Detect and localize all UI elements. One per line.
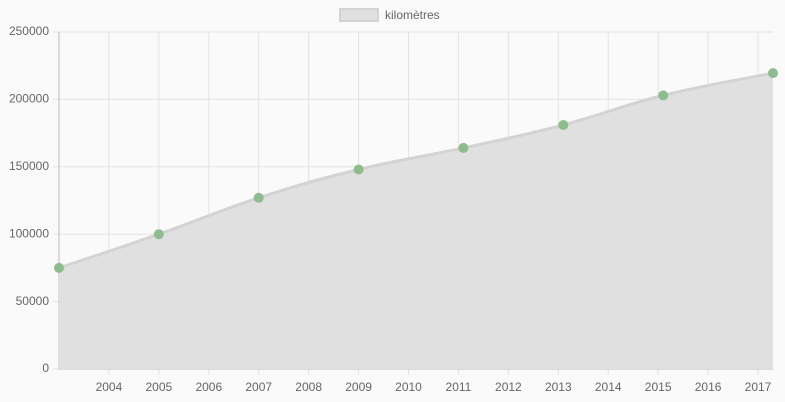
- data-point: [353, 164, 364, 175]
- x-tick-label: 2006: [195, 380, 222, 394]
- data-point: [458, 142, 469, 153]
- x-tick-label: 2008: [295, 380, 322, 394]
- x-tick-label: 2009: [345, 380, 372, 394]
- y-tick-label: 250000: [9, 24, 49, 38]
- legend-swatch: [339, 8, 379, 22]
- data-point: [558, 120, 569, 131]
- y-tick-label: 150000: [9, 159, 49, 173]
- x-tick-label: 2017: [745, 380, 772, 394]
- series-line: [58, 71, 774, 270]
- x-tick-label: 2015: [645, 380, 672, 394]
- data-point: [153, 229, 164, 240]
- data-point: [253, 192, 264, 203]
- x-tick-label: 2014: [595, 380, 622, 394]
- x-tick-label: 2016: [695, 380, 722, 394]
- x-tick-label: 2004: [96, 380, 123, 394]
- x-tick-label: 2007: [245, 380, 272, 394]
- y-tick-label: 50000: [16, 294, 50, 308]
- area-fill: [59, 73, 773, 369]
- y-tick-label: 200000: [9, 92, 49, 106]
- x-tick-label: 2011: [446, 380, 472, 394]
- data-point: [54, 262, 64, 273]
- y-tick-label: 0: [42, 361, 49, 375]
- x-tick-label: 2005: [146, 380, 173, 394]
- data-point: [768, 68, 778, 79]
- x-tick-label: 2010: [395, 380, 422, 394]
- legend-label: kilomètres: [385, 8, 440, 22]
- x-tick-label: 2012: [495, 380, 522, 394]
- y-tick-label: 100000: [9, 226, 49, 240]
- data-point: [658, 90, 669, 101]
- x-tick-label: 2013: [545, 380, 572, 394]
